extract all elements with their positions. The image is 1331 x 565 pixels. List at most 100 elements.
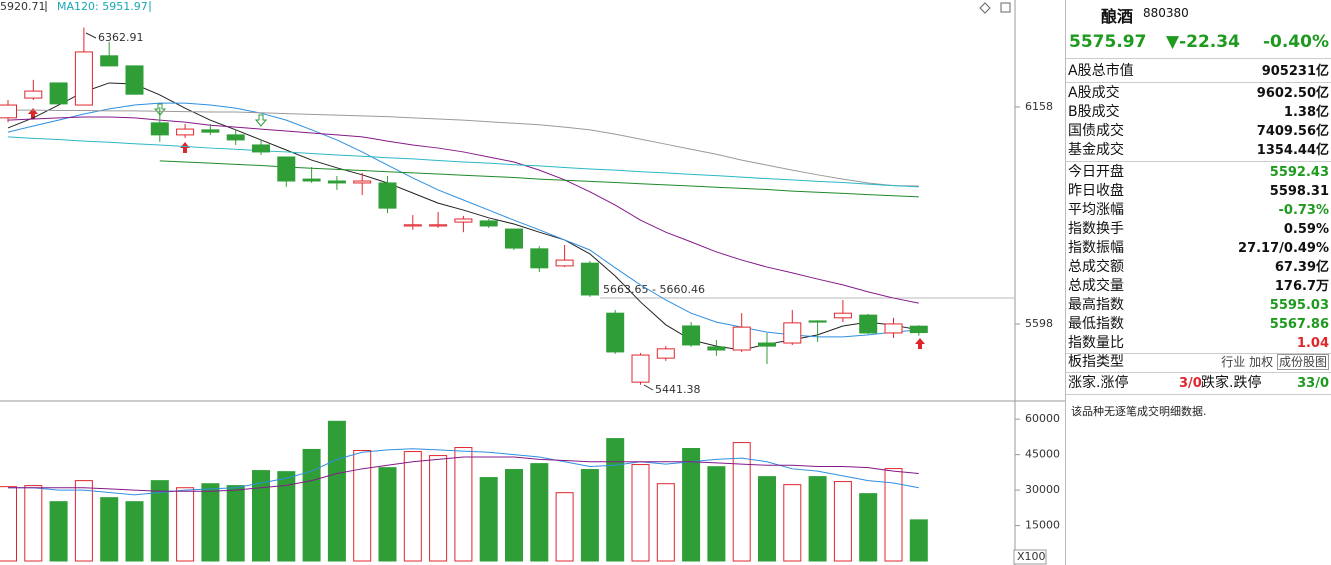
stat-row: 总成交量 176.7万 <box>1066 277 1331 296</box>
candle-body <box>429 224 448 227</box>
volume-bar <box>252 470 270 562</box>
stat-row: 今日开盘 5592.43 <box>1066 163 1331 182</box>
candle-body <box>859 314 878 334</box>
chart: 5920.71 MA120: 5951.97 6362.91 5663.65 -… <box>0 0 1065 565</box>
signal-arrow <box>254 114 268 127</box>
breadth-value: 3/0 <box>1179 376 1202 391</box>
volume-bar <box>74 480 93 562</box>
candle-body <box>302 178 321 182</box>
signal-arrow <box>180 142 190 153</box>
stat-value: 9602.50亿 <box>1256 86 1329 101</box>
legend-text: 5920.71 <box>0 0 46 13</box>
candle-body <box>833 312 852 319</box>
y-tick-label: 15000 <box>1025 519 1060 532</box>
candle-body <box>909 325 928 334</box>
volume-bar <box>100 497 119 562</box>
stat-row: B股成交 1.38亿 <box>1066 103 1331 122</box>
volume-bar <box>378 467 397 562</box>
volume-bar <box>833 481 852 562</box>
candle-body <box>732 326 751 351</box>
separator <box>1066 394 1331 395</box>
stat-value: 27.17/0.49% <box>1238 241 1329 256</box>
volume-bar <box>758 476 776 562</box>
index-name: 酿酒 <box>1101 7 1134 26</box>
stat-row: 指数振幅 27.17/0.49% <box>1066 239 1331 258</box>
volume-bar <box>429 455 448 562</box>
volume-bar <box>783 484 802 562</box>
candle-body <box>403 224 422 227</box>
stat-value: 1.38亿 <box>1283 105 1329 120</box>
annotation: 5663.65 - 5660.46 <box>603 283 705 296</box>
candle-body <box>0 104 17 119</box>
icon[interactable] <box>1000 2 1011 13</box>
separator <box>1066 353 1331 354</box>
separator <box>1066 58 1331 59</box>
volume-bar <box>454 447 473 562</box>
stat-label: 平均涨幅 <box>1068 202 1124 218</box>
candle-body <box>783 322 802 344</box>
stat-value: 1354.44亿 <box>1256 143 1329 158</box>
volume-bar <box>277 471 296 562</box>
separator <box>1066 372 1331 373</box>
option[interactable]: 成份股图 <box>1276 354 1329 370</box>
y-tick-label: 6158 <box>1025 100 1053 113</box>
stat-label: 今日开盘 <box>1068 164 1124 180</box>
stat-value: 5592.43 <box>1269 165 1329 180</box>
volume-bar <box>201 483 220 562</box>
y-tick-label: 30000 <box>1025 483 1060 496</box>
stat-label: 最低指数 <box>1068 316 1124 332</box>
stat-row: 国债成交 7409.56亿 <box>1066 122 1331 141</box>
volume-bar <box>226 485 245 562</box>
signal-arrow <box>28 108 38 119</box>
stat-value: 67.39亿 <box>1274 260 1329 275</box>
signal-arrow <box>915 338 925 349</box>
candle-body <box>353 180 372 184</box>
option[interactable]: 加权 <box>1249 355 1274 369</box>
volume-bar <box>682 447 701 562</box>
stat-label: A股成交 <box>1068 85 1120 101</box>
stat-value: -0.73% <box>1278 203 1330 218</box>
stat-value: 7409.56亿 <box>1256 124 1329 139</box>
volume-bar <box>707 466 726 562</box>
stat-value: 5598.31 <box>1269 184 1329 199</box>
candle-body <box>277 156 296 182</box>
candle-body <box>252 144 270 153</box>
stat-value: 176.7万 <box>1274 279 1329 294</box>
candle-body <box>530 248 549 269</box>
volume-bar <box>808 476 827 562</box>
volume-bar <box>24 485 43 562</box>
candle-body <box>24 90 43 99</box>
candle-body <box>808 320 827 323</box>
stat-value: 0.59% <box>1283 222 1329 237</box>
candle-body <box>125 65 144 95</box>
candle-body <box>327 180 346 184</box>
candle-body <box>201 129 220 133</box>
stat-label: 国债成交 <box>1068 123 1124 139</box>
icon[interactable] <box>979 2 991 14</box>
volume-bar <box>884 468 903 562</box>
volume-bar <box>49 501 68 562</box>
stat-label: 指数振幅 <box>1068 240 1124 256</box>
candle-body <box>49 82 68 105</box>
annotation-leader <box>85 32 97 39</box>
candle-body <box>378 182 397 209</box>
volume-bar <box>403 451 422 562</box>
volume-bar <box>580 469 599 562</box>
y-tick-label: 60000 <box>1025 412 1060 425</box>
option[interactable]: 行业 <box>1221 355 1246 369</box>
volume-bar <box>606 438 625 562</box>
y-tick-label: 5598 <box>1025 317 1053 330</box>
ma-line <box>8 109 919 187</box>
stat-label: 总成交量 <box>1068 278 1124 294</box>
ma-line <box>8 456 919 492</box>
volume-bar <box>909 519 928 562</box>
stat-row: A股总市值 905231亿 <box>1066 62 1331 81</box>
unit-label: X100 <box>1017 550 1046 563</box>
stat-row: 最低指数 5567.86 <box>1066 315 1331 334</box>
volume-bar <box>125 501 144 562</box>
candle-body <box>884 323 903 334</box>
legend-text: MA120: 5951.97 <box>57 0 148 13</box>
stat-row: A股成交 9602.50亿 <box>1066 84 1331 103</box>
candle-body <box>758 342 776 347</box>
